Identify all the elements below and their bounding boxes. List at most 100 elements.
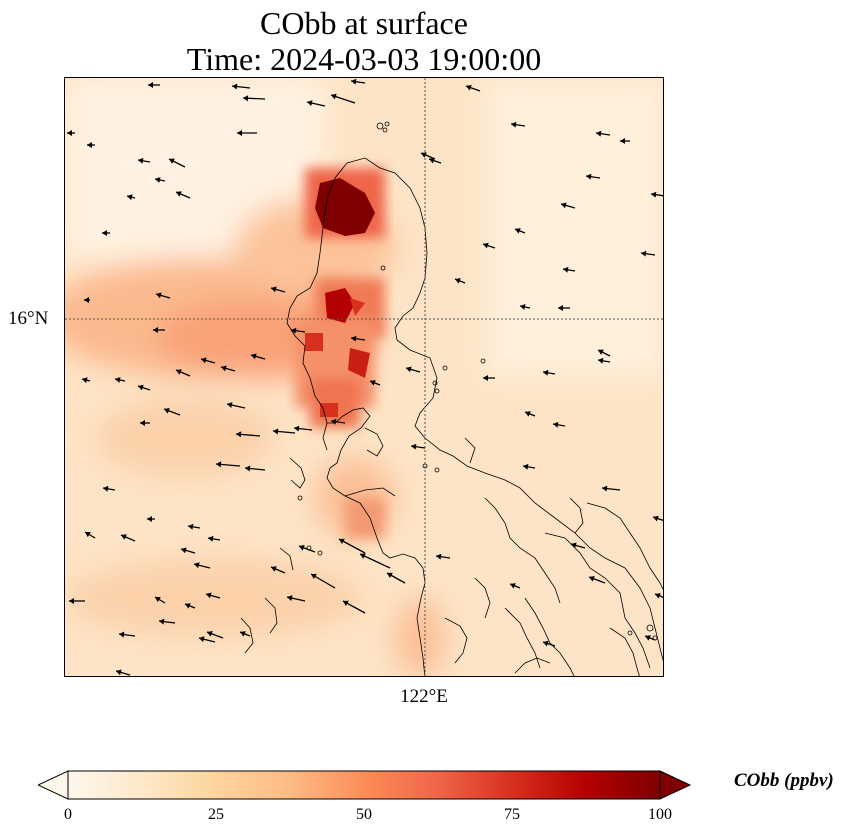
- wind-vector-head: [185, 603, 191, 609]
- wind-vector-head: [586, 173, 592, 180]
- wind-vector: [359, 553, 391, 569]
- wind-vector-head: [311, 573, 317, 580]
- wind-vector-head: [273, 428, 279, 435]
- colorbar-tick-0: 0: [64, 806, 72, 823]
- wind-vector-head: [370, 380, 376, 386]
- wind-vector-head: [483, 375, 488, 381]
- wind-vector-head: [67, 130, 72, 136]
- wind-vector-head: [138, 157, 144, 164]
- wind-vector-head: [571, 542, 577, 549]
- wind-vector-head: [147, 516, 152, 522]
- wind-vector-head: [523, 463, 529, 470]
- wind-vector-head: [176, 191, 182, 197]
- wind-vector-head: [140, 420, 145, 426]
- wind-vector-head: [240, 631, 246, 637]
- colorbar: [38, 770, 692, 800]
- wind-vector-head: [331, 418, 337, 425]
- wind-vector-head: [598, 357, 604, 364]
- wind-vector-head: [82, 377, 88, 384]
- wind-vector-head: [155, 597, 161, 603]
- wind-vector-head: [251, 353, 257, 360]
- colorbar-max-extension: [659, 770, 692, 800]
- wind-vector-head: [245, 465, 251, 472]
- colorbar-label: CObb (ppbv): [734, 770, 834, 791]
- wind-vector-head: [299, 544, 305, 551]
- wind-vector-head: [232, 83, 238, 90]
- wind-vector-head: [227, 402, 233, 409]
- wind-vector-head: [103, 485, 109, 492]
- wind-vector-head: [236, 431, 242, 438]
- wind-vector-head: [155, 177, 161, 183]
- wind-vector-head: [339, 538, 345, 545]
- wind-vector-head: [294, 425, 300, 432]
- wind-vector-head: [69, 598, 74, 604]
- wind-vector-head: [148, 82, 153, 88]
- wind-vector-head: [411, 443, 417, 450]
- wind-vector-head: [116, 669, 122, 676]
- map-canvas: [65, 78, 663, 676]
- wind-vector-head: [598, 349, 604, 355]
- wind-vector-head: [466, 84, 472, 91]
- wind-vector-head: [169, 158, 175, 164]
- wind-vector-head: [138, 384, 144, 391]
- wind-vector-head: [159, 618, 165, 625]
- wind-vector-head: [641, 250, 647, 257]
- wind-vector-head: [121, 534, 127, 540]
- longitude-tick-label: 122°E: [400, 686, 448, 707]
- wind-vector-head: [127, 194, 133, 201]
- wind-vector-head: [483, 242, 489, 249]
- colorbar-tick-100: 100: [648, 806, 672, 823]
- map-time-subtitle: Time: 2024-03-03 19:00:00: [186, 41, 542, 77]
- wind-vector-head: [271, 566, 277, 572]
- wind-vector-head: [520, 304, 526, 310]
- colorbar-gradient: [67, 770, 661, 800]
- wind-vector-head: [653, 515, 659, 522]
- wind-vector-head: [645, 635, 651, 641]
- wind-vector-head: [429, 157, 435, 164]
- wind-vector-head: [271, 286, 277, 293]
- wind-vector-head: [153, 327, 158, 333]
- wind-vector-head: [351, 335, 357, 342]
- wind-vector-head: [221, 365, 227, 372]
- wind-vector-head: [201, 357, 207, 364]
- wind-vector-head: [216, 461, 222, 468]
- wind-vector-head: [287, 595, 293, 602]
- wind-vector-head: [651, 191, 657, 198]
- wind-vector-head: [455, 278, 461, 284]
- wind-vector-head: [237, 130, 242, 136]
- wind-vector-head: [525, 411, 531, 417]
- wind-vector-head: [85, 532, 91, 538]
- wind-vector-head: [387, 572, 393, 579]
- wind-vector-head: [406, 366, 412, 373]
- coastlines: [240, 157, 663, 676]
- wind-vector-head: [596, 130, 602, 137]
- colorbar-min-extension: [38, 770, 69, 800]
- wind-vector-head: [84, 297, 89, 303]
- wind-vector-head: [655, 593, 661, 599]
- wind-vector-head: [188, 523, 194, 530]
- graticule: [65, 78, 663, 676]
- wind-vector-head: [87, 142, 92, 148]
- wind-vector-head: [620, 138, 625, 144]
- wind-vector-head: [561, 202, 567, 209]
- wind-vector-head: [164, 407, 170, 414]
- map-title: CObb at surface: [260, 5, 468, 41]
- wind-vector-head: [207, 630, 213, 637]
- wind-vector-head: [102, 230, 107, 236]
- wind-vectors: [67, 78, 663, 676]
- wind-vector-head: [115, 377, 121, 383]
- wind-vector-head: [199, 636, 205, 643]
- wind-vector-head: [206, 592, 212, 599]
- wind-vector-head: [563, 266, 569, 273]
- wind-vector-head: [208, 535, 214, 542]
- wind-vector-head: [510, 583, 516, 589]
- wind-vector-head: [553, 421, 559, 428]
- map-panel: [64, 77, 664, 677]
- wind-vector-head: [511, 121, 517, 128]
- colorbar-tick-25: 25: [208, 806, 224, 823]
- wind-vector-head: [156, 292, 162, 299]
- wind-vector-head: [543, 640, 549, 647]
- wind-vector-head: [602, 485, 608, 492]
- wind-vector-head: [243, 95, 249, 102]
- colorbar-tick-75: 75: [504, 806, 520, 823]
